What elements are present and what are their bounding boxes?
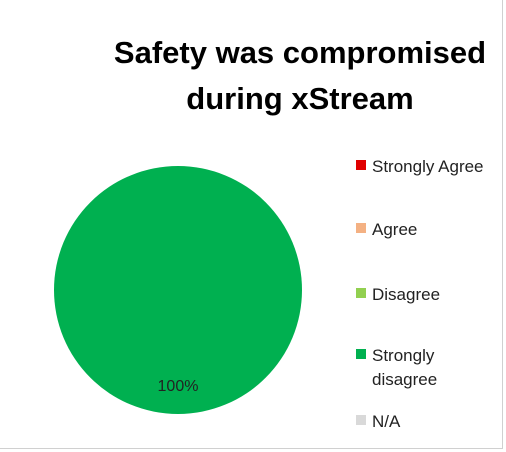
legend-item: Agree <box>356 218 496 242</box>
legend-swatch <box>356 349 366 359</box>
legend-label: N/A <box>372 412 401 431</box>
legend-swatch <box>356 160 366 170</box>
legend-item: Disagree <box>356 283 496 307</box>
pie-slice <box>54 166 302 414</box>
legend-swatch <box>356 288 366 298</box>
legend-label: Agree <box>372 220 418 239</box>
legend-item: N/A <box>356 410 496 434</box>
legend-label: Strongly Agree <box>372 157 484 176</box>
legend-item: Strongly disagree <box>356 344 496 392</box>
legend-item: Strongly Agree <box>356 155 496 179</box>
data-label: 100% <box>158 378 199 395</box>
legend-swatch <box>356 415 366 425</box>
legend-swatch <box>356 223 366 233</box>
legend-label: Strongly disagree <box>372 346 438 389</box>
chart-title: Safety was compromised during xStream <box>113 35 487 116</box>
legend-label: Disagree <box>372 285 441 304</box>
